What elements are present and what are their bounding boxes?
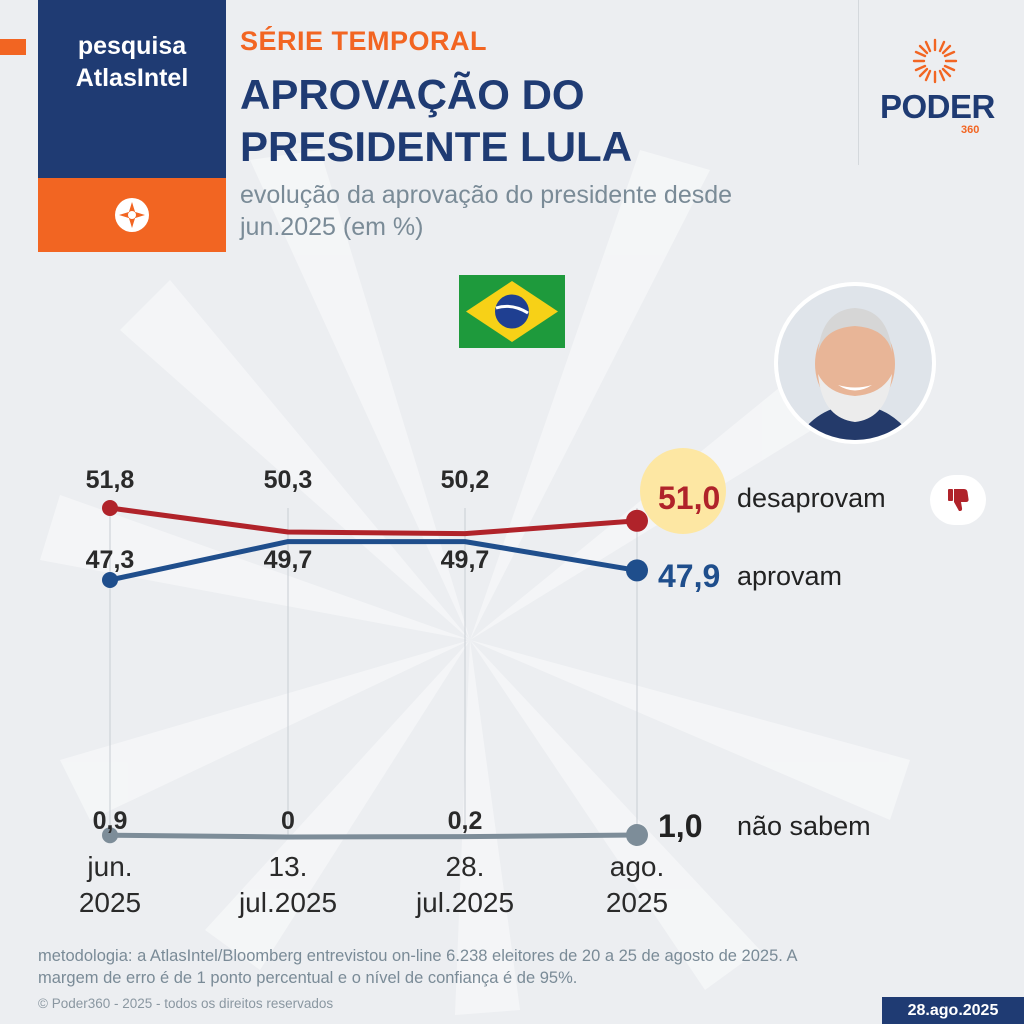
title-line-1: APROVAÇÃO DO <box>240 71 585 118</box>
methodology-note: metodologia: a AtlasIntel/Bloomberg entr… <box>38 945 958 989</box>
orange-accent-bar <box>0 39 26 55</box>
data-label-aprovam-1: 49,7 <box>264 546 313 574</box>
compass-icon <box>115 198 149 232</box>
copyright: © Poder360 - 2025 - todos os direitos re… <box>38 996 334 1011</box>
data-point-aprovam-3 <box>626 559 648 582</box>
x-tick-label-1-line-2: jul.2025 <box>238 887 337 918</box>
series-line-desaprovam <box>107 505 640 537</box>
subtitle-line-2: jun.2025 (em %) <box>240 213 424 241</box>
thumbs-down-icon <box>948 489 969 511</box>
data-point-nao-sabem-3 <box>626 824 648 846</box>
series-label-aprovam: aprovam <box>737 561 842 591</box>
subtitle: evolução da aprovação do presidente desd… <box>240 179 840 243</box>
title-line-2: PRESIDENTE LULA <box>240 123 633 170</box>
data-label-nao-sabem-2: 0,2 <box>448 807 483 835</box>
poder360-logo: PODER 360 <box>880 36 995 146</box>
subtitle-line-1: evolução da aprovação do presidente desd… <box>240 181 733 209</box>
data-point-aprovam-0 <box>102 572 118 588</box>
highlight-circle <box>640 448 726 534</box>
methodology-line-2: margem de erro é de 1 ponto percentual e… <box>38 969 578 987</box>
x-tick-label-2-line-1: 28. <box>446 851 485 882</box>
data-label-aprovam-0: 47,3 <box>86 546 135 574</box>
data-label-aprovam-3: 47,9 <box>658 558 720 594</box>
kicker: SÉRIE TEMPORAL <box>240 26 488 56</box>
data-point-desaprovam-0 <box>102 500 118 516</box>
series-label-nao-sabem: não sabem <box>737 811 871 841</box>
logo-name: PODER <box>880 88 995 125</box>
logo-number: 360 <box>961 124 980 136</box>
thumbs-down-badge <box>930 475 986 525</box>
data-point-nao-sabem-0 <box>102 827 118 844</box>
page-title: APROVAÇÃO DO PRESIDENTE LULA <box>240 69 840 173</box>
data-label-desaprovam-3: 51,0 <box>658 480 720 516</box>
x-tick-label-3-line-1: ago. <box>610 851 665 882</box>
series-line-aprovam <box>107 539 640 583</box>
data-point-desaprovam-3 <box>626 509 648 532</box>
header-divider <box>858 0 859 165</box>
data-label-desaprovam-1: 50,3 <box>264 466 313 494</box>
data-label-nao-sabem-0: 0,9 <box>93 807 128 835</box>
publication-date: 28.ago.2025 <box>882 997 1024 1024</box>
badge-line-1: pesquisa <box>77 32 187 60</box>
x-tick-label-0-line-2: 2025 <box>79 887 141 918</box>
sun-icon <box>912 38 958 84</box>
atlasintel-badge: pesquisa AtlasIntel <box>38 0 226 252</box>
brazil-flag-icon <box>459 275 565 348</box>
data-label-aprovam-2: 49,7 <box>441 546 490 574</box>
x-tick-label-1-line-1: 13. <box>269 851 308 882</box>
data-label-nao-sabem-1: 0 <box>281 807 295 835</box>
badge-line-2: AtlasIntel <box>75 64 189 92</box>
data-label-desaprovam-0: 51,8 <box>86 466 135 494</box>
x-tick-label-0-line-1: jun. <box>86 851 132 882</box>
x-tick-label-3-line-2: 2025 <box>606 887 668 918</box>
x-tick-label-2-line-2: jul.2025 <box>415 887 514 918</box>
methodology-line-1: metodologia: a AtlasIntel/Bloomberg entr… <box>38 947 798 965</box>
data-label-nao-sabem-3: 1,0 <box>658 808 702 844</box>
president-portrait <box>774 282 936 444</box>
series-label-desaprovam: desaprovam <box>737 483 886 513</box>
header: SÉRIE TEMPORAL APROVAÇÃO DO PRESIDENTE L… <box>240 26 840 243</box>
data-label-desaprovam-2: 50,2 <box>441 466 490 494</box>
series-line-nao-sabem <box>107 832 640 840</box>
